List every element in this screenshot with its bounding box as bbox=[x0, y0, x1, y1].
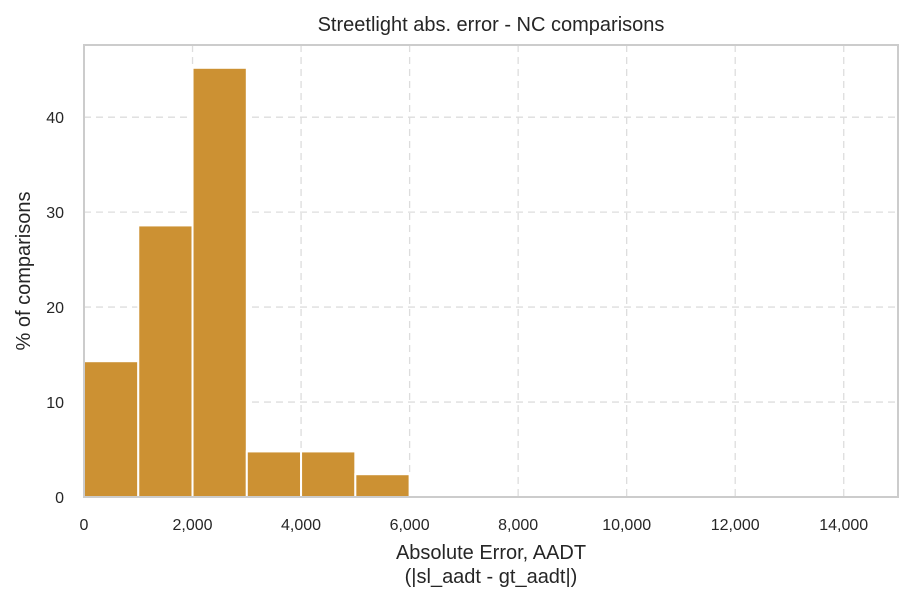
histogram-bars bbox=[83, 66, 411, 498]
x-tick-label: 10,000 bbox=[602, 517, 651, 534]
chart-title: Streetlight abs. error - NC comparisons bbox=[318, 14, 665, 36]
x-tick-label: 12,000 bbox=[711, 517, 760, 534]
x-tick-label: 14,000 bbox=[819, 517, 868, 534]
histogram-bar bbox=[137, 224, 194, 498]
x-axis-label: Absolute Error, AADT bbox=[396, 542, 586, 564]
y-axis-label: % of comparisons bbox=[13, 192, 35, 351]
y-tick-label: 0 bbox=[55, 490, 64, 507]
y-axis-ticks: 0 10 20 30 40 bbox=[46, 110, 64, 507]
y-tick-label: 40 bbox=[46, 110, 64, 127]
x-tick-label: 8,000 bbox=[498, 517, 538, 534]
histogram-bar bbox=[300, 450, 357, 498]
x-axis-ticks: 0 2,000 4,000 6,000 8,000 10,000 12,000 14,000 bbox=[80, 517, 869, 534]
histogram-bar bbox=[354, 473, 411, 498]
x-tick-label: 6,000 bbox=[390, 517, 430, 534]
histogram-bar bbox=[245, 450, 303, 498]
x-tick-label: 0 bbox=[80, 517, 89, 534]
y-tick-label: 10 bbox=[46, 395, 64, 412]
histogram-bar bbox=[83, 360, 140, 498]
y-tick-label: 30 bbox=[46, 205, 64, 222]
x-tick-label: 2,000 bbox=[173, 517, 213, 534]
plot-frame bbox=[83, 44, 899, 498]
y-tick-label: 20 bbox=[46, 300, 64, 317]
x-axis-label-subtitle: (|sl_aadt - gt_aadt|) bbox=[405, 566, 578, 588]
histogram-bar bbox=[191, 66, 248, 498]
x-tick-label: 4,000 bbox=[281, 517, 321, 534]
